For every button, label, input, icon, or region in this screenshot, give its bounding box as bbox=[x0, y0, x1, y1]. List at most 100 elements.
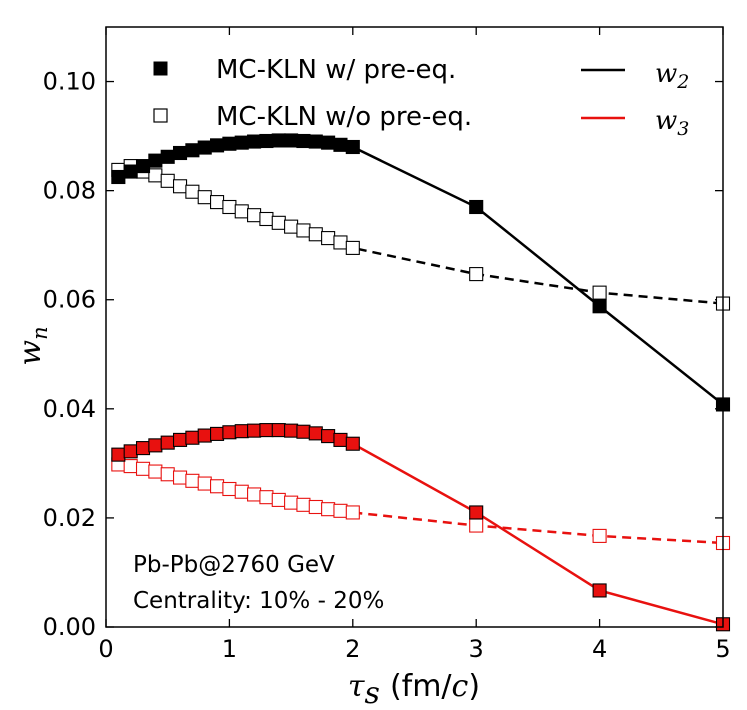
data-point bbox=[308, 227, 323, 242]
data-point bbox=[172, 432, 188, 447]
legend-label-w3: w3 bbox=[655, 106, 689, 140]
data-point bbox=[321, 231, 336, 246]
data-point bbox=[284, 423, 299, 438]
data-point bbox=[135, 461, 151, 476]
series-layer bbox=[111, 133, 731, 632]
data-point bbox=[111, 447, 126, 462]
tick-labels: 0 1 2 3 4 5 0.00 0.02 0.04 0.06 0.08 0.10 bbox=[43, 68, 731, 663]
data-point bbox=[135, 441, 151, 456]
data-point bbox=[197, 140, 212, 155]
data-point bbox=[259, 490, 274, 505]
data-point bbox=[259, 423, 274, 438]
y-tick-label: 0.10 bbox=[43, 68, 96, 96]
y-tick-label: 0.08 bbox=[43, 177, 96, 205]
data-point bbox=[172, 179, 188, 194]
data-point bbox=[160, 435, 175, 450]
data-point bbox=[222, 199, 237, 215]
x-tick-label: 4 bbox=[592, 635, 607, 663]
legend-w2-subscript: 2 bbox=[676, 71, 689, 93]
data-point bbox=[271, 133, 286, 148]
y-tick-label: 0.04 bbox=[43, 395, 96, 423]
legend-w3-symbol: w bbox=[655, 106, 677, 136]
y-axis-symbol: w bbox=[13, 340, 48, 366]
x-tick-label: 3 bbox=[469, 635, 484, 663]
legend-label-with-preeq: MC-KLN w/ pre-eq. bbox=[216, 55, 456, 85]
data-point bbox=[123, 164, 138, 179]
legend-label-w2: w2 bbox=[655, 59, 689, 93]
data-point bbox=[321, 502, 336, 517]
y-tick-label: 0.02 bbox=[43, 504, 96, 532]
data-point bbox=[308, 134, 323, 149]
data-point bbox=[160, 467, 175, 482]
data-point bbox=[345, 240, 360, 255]
data-point bbox=[197, 190, 212, 205]
y-tick-label: 0.06 bbox=[43, 286, 96, 314]
legend-w2-symbol: w bbox=[655, 59, 677, 89]
plot-frame bbox=[105, 26, 724, 628]
data-point bbox=[321, 135, 336, 150]
data-point bbox=[333, 432, 348, 447]
data-point bbox=[284, 219, 299, 234]
data-point bbox=[247, 134, 262, 149]
data-point bbox=[284, 133, 299, 148]
data-point bbox=[148, 153, 163, 168]
series-0 bbox=[111, 133, 731, 412]
data-point bbox=[592, 285, 607, 300]
data-point bbox=[247, 487, 262, 502]
x-tick-label: 2 bbox=[345, 635, 360, 663]
data-point bbox=[210, 195, 225, 210]
annotation-collision: Pb-Pb@2760 GeV bbox=[133, 552, 335, 578]
series-3 bbox=[111, 457, 731, 551]
data-point bbox=[172, 470, 188, 485]
data-point bbox=[123, 459, 138, 474]
data-point bbox=[197, 428, 212, 443]
data-point bbox=[172, 145, 188, 161]
legend-marker-open bbox=[153, 108, 168, 123]
data-point bbox=[345, 436, 360, 451]
data-point bbox=[210, 479, 225, 494]
data-point bbox=[259, 211, 274, 227]
data-point bbox=[271, 215, 286, 230]
y-axis-label: wn bbox=[13, 326, 52, 365]
x-axis-units-open: (fm/ bbox=[390, 669, 452, 704]
x-axis-units-var: c bbox=[452, 669, 469, 704]
data-point bbox=[234, 204, 249, 219]
x-tick-label: 5 bbox=[715, 635, 730, 663]
data-point bbox=[111, 169, 126, 185]
x-axis-units-close: ) bbox=[468, 669, 480, 704]
data-point bbox=[271, 492, 286, 507]
legend-w3-subscript: 3 bbox=[677, 118, 689, 140]
data-point bbox=[333, 137, 348, 152]
data-point bbox=[210, 138, 225, 153]
data-point bbox=[296, 424, 311, 439]
data-point bbox=[247, 208, 262, 223]
data-point bbox=[123, 444, 138, 459]
data-point bbox=[148, 438, 163, 453]
data-point bbox=[333, 503, 348, 518]
data-point bbox=[345, 505, 360, 520]
data-point bbox=[469, 505, 484, 520]
y-tick-label: 0.00 bbox=[43, 613, 96, 641]
data-point bbox=[296, 497, 311, 512]
data-point bbox=[185, 473, 200, 488]
data-point bbox=[592, 583, 607, 598]
legend-label-without-preeq: MC-KLN w/o pre-eq. bbox=[216, 102, 472, 132]
data-point bbox=[469, 267, 484, 282]
data-point bbox=[222, 136, 237, 151]
data-point bbox=[234, 135, 249, 150]
data-point bbox=[222, 481, 237, 497]
data-point bbox=[185, 143, 200, 158]
data-point bbox=[185, 184, 200, 199]
data-point bbox=[197, 476, 212, 491]
data-point bbox=[592, 299, 607, 314]
data-point bbox=[308, 426, 323, 441]
x-axis-label: τs (fm/c) bbox=[348, 669, 480, 710]
x-tick-label: 0 bbox=[98, 635, 113, 663]
data-point bbox=[333, 235, 348, 250]
data-point bbox=[234, 424, 249, 439]
data-point bbox=[592, 528, 607, 543]
data-point bbox=[234, 484, 249, 499]
data-point bbox=[469, 518, 484, 533]
x-axis-subscript: s bbox=[365, 676, 380, 710]
